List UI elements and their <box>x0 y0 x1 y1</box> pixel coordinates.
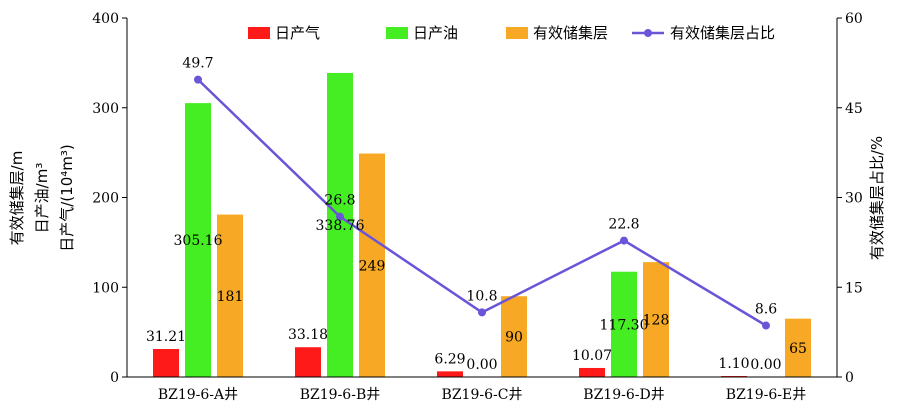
bar-有效储集层-3 <box>643 262 669 377</box>
line-point-1 <box>336 212 344 221</box>
axis-titles: 有效储集层/m 日产油/m³ 日产气/(10⁴m³) 有效储集层占比/% <box>8 136 886 260</box>
left-tick-label: 400 <box>92 11 119 27</box>
category-label: BZ19-6-D井 <box>583 387 664 403</box>
data-label: 6.29 <box>434 351 465 367</box>
left-tick-label: 300 <box>92 101 119 117</box>
left-tick-label: 200 <box>92 191 119 207</box>
bar-日产气-1 <box>295 347 321 377</box>
bar-有效储集层-2 <box>501 296 527 377</box>
bar-日产油-3 <box>611 271 637 377</box>
data-labels-layer: 31.21 33.18 6.29 10.07 1.10 305.16 338.76 0.00 1… <box>146 56 807 373</box>
category-label: BZ19-6-E井 <box>726 387 806 403</box>
line-data-label: 26.8 <box>324 193 355 209</box>
right-tick-label: 30 <box>845 191 863 207</box>
line-point-3 <box>620 236 628 245</box>
right-tick-label: 15 <box>845 280 863 296</box>
bar-日产气-2 <box>437 371 463 377</box>
line-data-label: 22.8 <box>608 217 639 233</box>
data-label: 128 <box>643 313 670 329</box>
line-data-label: 8.6 <box>755 302 777 318</box>
legend: 日产气 日产油 有效储集层 有效储集层占比 <box>248 24 775 42</box>
line-data-label: 10.8 <box>466 288 497 304</box>
data-label: 181 <box>217 289 244 305</box>
data-label: 0.00 <box>750 357 781 373</box>
legend-swatch <box>386 27 408 39</box>
bar-日产气-3 <box>579 367 605 377</box>
right-tick-label: 60 <box>845 11 863 27</box>
legend-label: 日产气 <box>275 24 320 42</box>
category-label: BZ19-6-C井 <box>442 387 523 403</box>
bar-有效储集层-0 <box>217 214 243 377</box>
bar-日产油-0 <box>185 103 211 377</box>
bar-日产油-1 <box>327 72 353 378</box>
data-label: 33.18 <box>288 327 328 343</box>
data-label: 117.30 <box>600 317 649 333</box>
left-tick-label: 100 <box>92 280 119 296</box>
bar-有效储集层-4 <box>785 318 811 377</box>
line-point-0 <box>194 75 202 84</box>
data-label: 338.76 <box>316 218 365 234</box>
right-tick-label: 45 <box>845 101 863 117</box>
line-data-label: 49.7 <box>182 56 213 72</box>
bars-layer <box>153 72 811 378</box>
data-label: 10.07 <box>572 348 612 364</box>
data-label: 1.10 <box>718 356 749 372</box>
legend-label: 日产油 <box>413 24 458 42</box>
legend-swatch <box>248 27 270 39</box>
data-label: 65 <box>789 341 807 357</box>
bar-日产气-0 <box>153 348 179 377</box>
axes-layer: 0 100 200 300 400 0 15 30 45 60 BZ19-6-A井 BZ19-6-B井… <box>92 11 863 403</box>
bar-有效储集层-1 <box>359 153 385 377</box>
right-axis-title: 有效储集层占比/% <box>868 136 886 260</box>
data-label: 0.00 <box>466 357 497 373</box>
legend-marker <box>644 29 652 37</box>
category-label: BZ19-6-A井 <box>158 387 238 403</box>
legend-swatch <box>506 27 528 39</box>
data-label: 305.16 <box>174 233 223 249</box>
data-label: 31.21 <box>146 329 186 345</box>
data-label: 249 <box>359 258 386 274</box>
left-axis-title-line: 日产油/m³ <box>33 163 51 234</box>
line-layer <box>194 75 770 330</box>
left-axis-title-line: 有效储集层/m <box>8 151 26 246</box>
legend-label: 有效储集层占比 <box>670 24 775 42</box>
left-tick-label: 0 <box>110 370 119 386</box>
line-point-2 <box>478 308 486 317</box>
line-point-4 <box>762 321 770 330</box>
category-label: BZ19-6-B井 <box>300 387 381 403</box>
right-tick-label: 0 <box>845 370 854 386</box>
left-axis-title-line: 日产气/(10⁴m³) <box>58 144 76 251</box>
legend-label: 有效储集层 <box>533 24 608 42</box>
data-label: 90 <box>505 330 523 346</box>
